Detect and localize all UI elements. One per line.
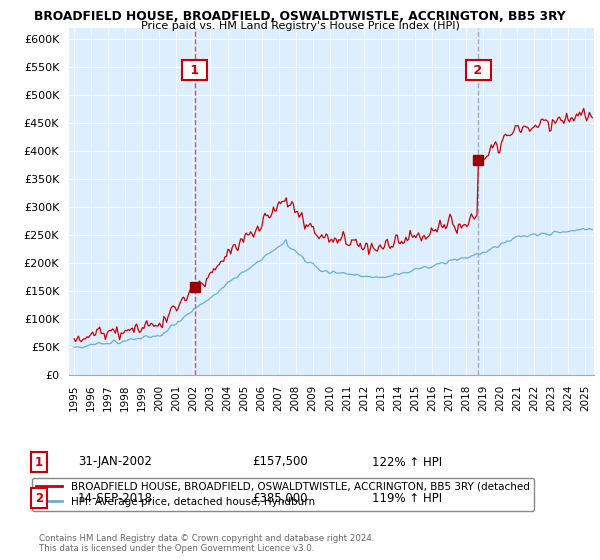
Text: BROADFIELD HOUSE, BROADFIELD, OSWALDTWISTLE, ACCRINGTON, BB5 3RY: BROADFIELD HOUSE, BROADFIELD, OSWALDTWIS… bbox=[34, 10, 566, 23]
Text: Contains HM Land Registry data © Crown copyright and database right 2024.
This d: Contains HM Land Registry data © Crown c… bbox=[39, 534, 374, 553]
Text: £385,000: £385,000 bbox=[252, 492, 308, 505]
Text: 31-JAN-2002: 31-JAN-2002 bbox=[78, 455, 152, 469]
Text: 119% ↑ HPI: 119% ↑ HPI bbox=[372, 492, 442, 505]
Text: 122% ↑ HPI: 122% ↑ HPI bbox=[372, 455, 442, 469]
Legend: BROADFIELD HOUSE, BROADFIELD, OSWALDTWISTLE, ACCRINGTON, BB5 3RY (detached, HPI:: BROADFIELD HOUSE, BROADFIELD, OSWALDTWIS… bbox=[32, 478, 534, 511]
Text: 2: 2 bbox=[469, 63, 487, 77]
Text: 1: 1 bbox=[35, 455, 43, 469]
Text: 1: 1 bbox=[186, 63, 203, 77]
Text: 2: 2 bbox=[35, 492, 43, 505]
Text: 14-SEP-2018: 14-SEP-2018 bbox=[78, 492, 153, 505]
Text: Price paid vs. HM Land Registry's House Price Index (HPI): Price paid vs. HM Land Registry's House … bbox=[140, 21, 460, 31]
Text: £157,500: £157,500 bbox=[252, 455, 308, 469]
